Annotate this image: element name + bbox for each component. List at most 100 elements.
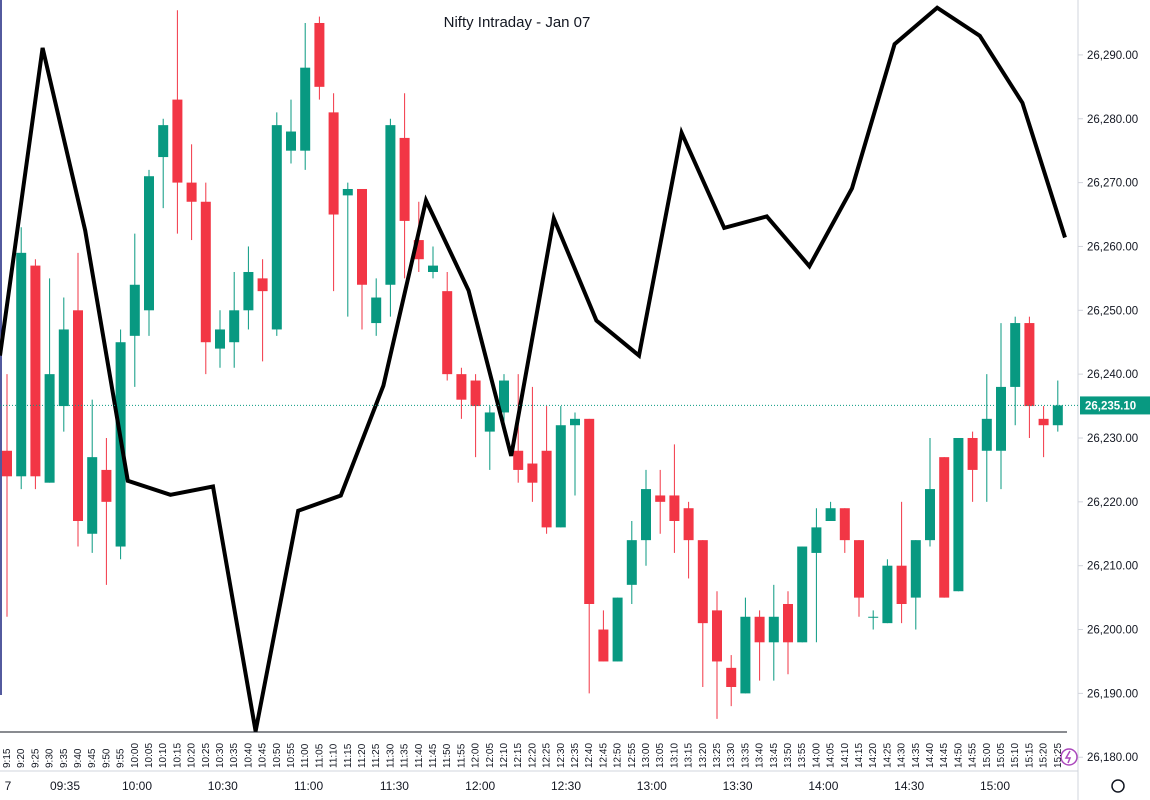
lightning-icon[interactable] <box>1060 748 1078 766</box>
candle-body <box>839 508 850 541</box>
candle-body <box>499 380 509 413</box>
candle-body <box>996 386 1006 451</box>
time-axis-label: 10:00 <box>122 779 152 793</box>
x-tick-label: 10:35 <box>229 743 240 768</box>
y-tick-label: 26,280.00 <box>1087 114 1138 126</box>
candle-body <box>2 450 12 477</box>
x-tick-label: 12:20 <box>527 743 538 768</box>
x-tick-label: 14:15 <box>854 743 865 768</box>
x-tick-label: 10:00 <box>130 743 141 768</box>
candle-body <box>967 437 978 470</box>
x-tick-label: 12:50 <box>613 743 624 768</box>
candle-body <box>172 99 183 183</box>
x-tick-label: 10:55 <box>286 743 297 768</box>
candle-body <box>598 629 609 662</box>
x-tick-label: 9:35 <box>59 748 70 768</box>
x-tick-label: 12:00 <box>471 743 482 768</box>
candle-body <box>925 489 935 541</box>
candle-body <box>527 463 538 483</box>
last-price-label: 26,235.10 <box>1085 400 1136 412</box>
x-tick-label: 13:40 <box>755 743 766 768</box>
x-tick-label: 14:05 <box>826 743 837 768</box>
y-tick-label: 26,210.00 <box>1087 561 1138 573</box>
x-tick-label: 13:00 <box>641 743 652 768</box>
candle-body <box>385 125 396 285</box>
candle-body <box>215 329 225 349</box>
candle-body <box>286 131 296 151</box>
x-tick-label: 15:20 <box>1039 743 1050 768</box>
candle-body <box>73 310 83 521</box>
x-tick-label: 14:45 <box>939 743 950 768</box>
x-tick-label: 14:40 <box>925 743 936 768</box>
candle-body <box>16 252 27 477</box>
candle-body <box>371 297 382 324</box>
x-tick-label: 9:40 <box>73 748 84 768</box>
time-axis-label: 09:35 <box>50 779 80 793</box>
settings-icon[interactable] <box>1111 779 1125 793</box>
time-axis-label: 14:00 <box>808 779 838 793</box>
candle-body <box>470 380 481 407</box>
candle-body <box>413 240 424 260</box>
time-axis-label: 14:30 <box>894 779 924 793</box>
x-tick-label: 15:05 <box>996 743 1007 768</box>
y-tick-label: 26,240.00 <box>1087 369 1138 381</box>
candle-body <box>612 597 623 662</box>
x-tick-label: 10:50 <box>272 743 283 768</box>
time-axis-label: 11:30 <box>380 779 409 793</box>
x-tick-label: 13:50 <box>783 743 794 768</box>
x-tick-label: 9:25 <box>30 748 41 768</box>
candle-body <box>655 495 666 502</box>
candle-body <box>726 667 737 687</box>
candle-body <box>158 125 169 158</box>
y-tick-label: 26,200.00 <box>1087 625 1138 637</box>
candle-body <box>740 616 751 694</box>
time-axis-label: 13:00 <box>637 779 667 793</box>
x-tick-label: 14:20 <box>868 743 879 768</box>
y-tick-label: 26,230.00 <box>1087 433 1138 445</box>
candle-body <box>896 565 907 604</box>
candle-body <box>797 546 808 643</box>
x-tick-label: 13:35 <box>740 743 751 768</box>
last-price-tag <box>1080 396 1150 415</box>
candle-body <box>712 610 722 662</box>
x-tick-label: 12:35 <box>570 743 581 768</box>
x-tick-label: 15:25 <box>1053 743 1064 768</box>
candle-body <box>271 125 282 330</box>
x-tick-label: 15:10 <box>1010 743 1021 768</box>
y-tick-label: 26,250.00 <box>1087 305 1138 317</box>
candle-body <box>555 425 566 528</box>
candle-body <box>328 112 339 215</box>
candle-body <box>783 603 793 643</box>
x-tick-label: 9:30 <box>45 748 56 768</box>
x-tick-label: 11:35 <box>400 743 411 768</box>
time-axis-label: 7 <box>5 779 12 793</box>
time-axis-label: 10:30 <box>208 779 238 793</box>
x-tick-label: 13:05 <box>655 743 666 768</box>
candle-body <box>456 374 467 400</box>
candle-body <box>1038 418 1049 426</box>
x-tick-label: 14:00 <box>811 743 822 768</box>
time-axis-label: 15:00 <box>980 779 1010 793</box>
x-tick-label: 13:55 <box>797 743 808 768</box>
x-tick-label: 13:25 <box>712 743 723 768</box>
x-tick-label: 9:20 <box>16 748 27 768</box>
candle-body <box>882 565 893 624</box>
candle-body <box>626 540 637 585</box>
x-tick-label: 11:50 <box>442 743 453 768</box>
x-tick-label: 10:40 <box>243 743 254 768</box>
x-tick-label: 13:30 <box>726 743 737 768</box>
x-tick-label: 10:05 <box>144 743 155 768</box>
x-tick-label: 14:50 <box>953 743 964 768</box>
x-tick-label: 10:15 <box>172 743 183 768</box>
candle-body <box>697 540 708 624</box>
x-tick-label: 12:15 <box>513 743 524 768</box>
candle-body <box>399 137 410 221</box>
candle-body <box>541 450 552 528</box>
x-tick-label: 11:20 <box>357 743 368 768</box>
x-tick-label: 14:10 <box>840 743 851 768</box>
x-tick-label: 10:30 <box>215 743 226 768</box>
candle-body <box>683 508 694 541</box>
candle-body <box>243 271 254 311</box>
candle-body <box>641 489 651 541</box>
